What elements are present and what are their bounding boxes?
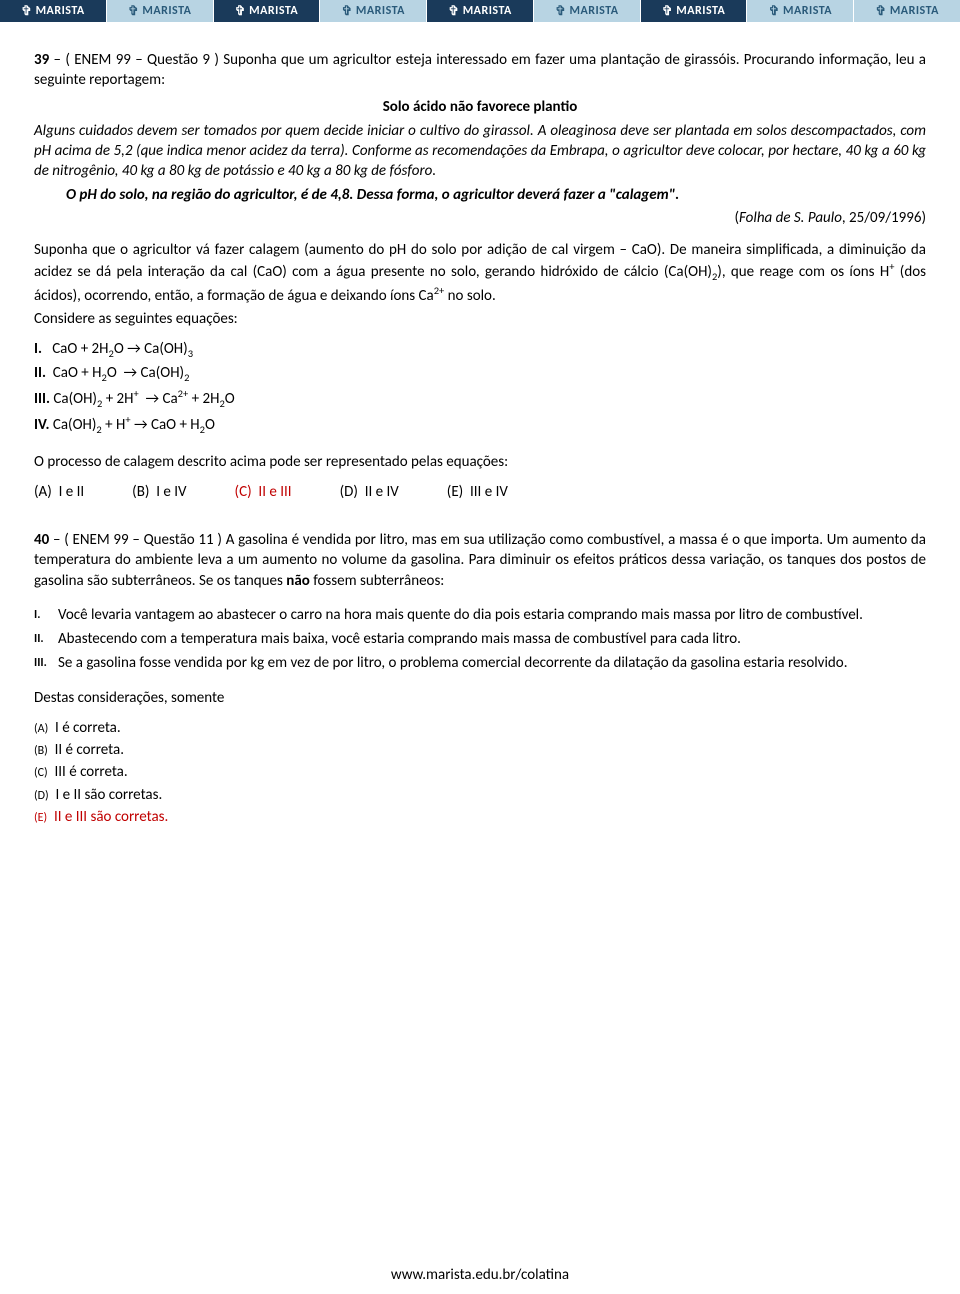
header-cell: ✞MARISTA <box>534 0 641 22</box>
q39-body-p2: Considere as seguintes equações: <box>34 309 926 329</box>
brand-icon: ✞ <box>21 4 32 19</box>
q39-source: ( ENEM 99 – Questão 9 ) <box>65 51 219 69</box>
footer-url: www.marista.edu.br/colatina <box>0 1260 960 1294</box>
q39-article-p2: O pH do solo, na região do agricultor, é… <box>34 185 926 205</box>
q40-opt-D: (D) I e II são corretas. <box>34 785 926 805</box>
brand-icon: ✞ <box>342 4 353 19</box>
header-cell: ✞MARISTA <box>107 0 214 22</box>
page-content: 39 – ( ENEM 99 – Questão 9 ) Suponha que… <box>0 22 960 849</box>
eq-IV: IV. Ca(OH)2 + H+ → CaO + H2O <box>34 413 926 437</box>
q39-opt-C: (C) II e III <box>235 482 292 502</box>
q39-opt-E: (E) III e IV <box>447 482 508 502</box>
q39-body-p1: Suponha que o agricultor vá fazer calage… <box>34 240 926 307</box>
brand-text: MARISTA <box>249 4 298 18</box>
eq-II: II. CaO + H2O → Ca(OH)2 <box>34 363 926 385</box>
q40-opt-B: (B) II é correta. <box>34 740 926 760</box>
q39-article-title: Solo ácido não favorece plantio <box>34 97 926 117</box>
q39-equations: I. CaO + 2H2O → Ca(OH)3 II. CaO + H2O → … <box>34 339 926 438</box>
brand-icon: ✞ <box>662 4 673 19</box>
stmt-II: II. Abastecendo com a temperatura mais b… <box>34 629 926 649</box>
eq-III: III. Ca(OH)2 + 2H+ → Ca2+ + 2H2O <box>34 387 926 411</box>
brand-text: MARISTA <box>142 4 191 18</box>
header-cell: ✞MARISTA <box>214 0 321 22</box>
header-cell: ✞MARISTA <box>747 0 854 22</box>
q40-number: 40 <box>34 531 49 549</box>
brand-text: MARISTA <box>463 4 512 18</box>
q40-intro-bold: não <box>286 572 310 590</box>
brand-text: MARISTA <box>783 4 832 18</box>
stmt-I: I. Você levaria vantagem ao abastecer o … <box>34 605 926 625</box>
q40-opt-A: (A) I é correta. <box>34 718 926 738</box>
q39-prompt: O processo de calagem descrito acima pod… <box>34 452 926 472</box>
header-bar: ✞MARISTA ✞MARISTA ✞MARISTA ✞MARISTA ✞MAR… <box>0 0 960 22</box>
header-cell: ✞ MARISTA <box>854 0 960 22</box>
header-cell: ✞ MARISTA <box>427 0 534 22</box>
brand-icon: ✞ <box>448 4 459 19</box>
header-cell: ✞ MARISTA <box>0 0 107 22</box>
brand-text: MARISTA <box>356 4 405 18</box>
q39-citation: (Folha de S. Paulo, 25/09/1996) <box>34 208 926 228</box>
header-cell: ✞MARISTA <box>320 0 427 22</box>
brand-icon: ✞ <box>128 4 139 19</box>
brand-icon: ✞ <box>769 4 780 19</box>
q39-opt-D: (D) II e IV <box>340 482 399 502</box>
header-cell: ✞MARISTA <box>641 0 748 22</box>
brand-text: MARISTA <box>569 4 618 18</box>
brand-text: MARISTA <box>36 4 85 18</box>
q39-intro: 39 – ( ENEM 99 – Questão 9 ) Suponha que… <box>34 50 926 91</box>
stmt-III: III. Se a gasolina fosse vendida por kg … <box>34 653 926 673</box>
brand-icon: ✞ <box>555 4 566 19</box>
q40-intro-tail: fossem subterrâneos: <box>310 572 445 590</box>
q39-options: (A) I e II (B) I e IV (C) II e III (D) I… <box>34 482 926 502</box>
q40-source: ( ENEM 99 – Questão 11 ) <box>64 531 222 549</box>
q40-intro: 40 – ( ENEM 99 – Questão 11 ) A gasolina… <box>34 530 926 591</box>
q39-number: 39 <box>34 51 49 69</box>
brand-text: MARISTA <box>890 4 939 18</box>
q40-prompt: Destas considerações, somente <box>34 688 926 708</box>
q39-opt-A: (A) I e II <box>34 482 84 502</box>
q40-opt-E: (E) II e III são corretas. <box>34 807 926 827</box>
q39-article-p1: Alguns cuidados devem ser tomados por qu… <box>34 121 926 182</box>
q40-opt-C: (C) III é correta. <box>34 762 926 782</box>
q40-statements: I. Você levaria vantagem ao abastecer o … <box>34 605 926 674</box>
eq-I: I. CaO + 2H2O → Ca(OH)3 <box>34 339 926 361</box>
q40-options: (A) I é correta. (B) II é correta. (C) I… <box>34 718 926 827</box>
brand-icon: ✞ <box>235 4 246 19</box>
brand-text: MARISTA <box>676 4 725 18</box>
q39-opt-B: (B) I e IV <box>132 482 186 502</box>
brand-icon: ✞ <box>875 4 886 19</box>
